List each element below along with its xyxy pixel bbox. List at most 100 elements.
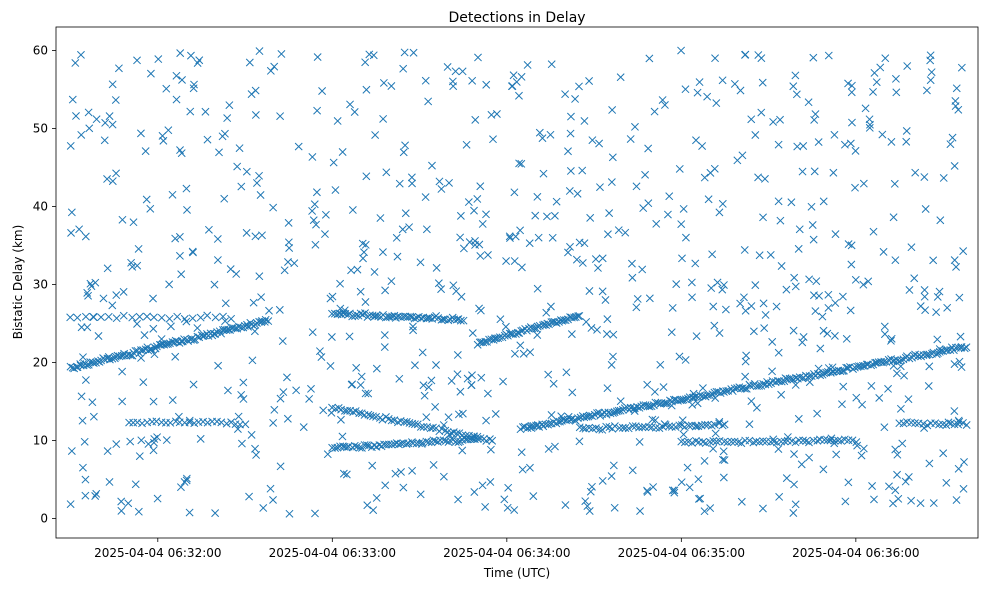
data-point-track-long-rising <box>523 424 532 433</box>
data-point-noise <box>166 322 175 331</box>
data-point-track-flat-f <box>911 419 919 428</box>
data-point-noise <box>832 450 841 459</box>
data-point-noise <box>128 262 137 271</box>
data-point-noise <box>811 307 820 316</box>
data-point-noise <box>700 173 709 182</box>
data-point-noise <box>483 250 492 259</box>
data-point-track-lower-flat-a <box>133 418 142 427</box>
data-point-noise <box>408 179 416 188</box>
data-point-noise <box>738 151 747 160</box>
data-point-noise <box>83 288 92 297</box>
data-point-noise <box>789 326 798 335</box>
data-point-noise <box>607 360 616 369</box>
data-point-track-long-rising <box>661 399 670 408</box>
data-point-noise <box>511 232 520 241</box>
data-point-noise <box>670 488 679 497</box>
data-point-noise <box>444 413 453 422</box>
data-point-noise <box>954 464 963 473</box>
x-tick-label: 2025-04-04 06:34:00 <box>443 546 570 560</box>
data-point-track-lower-flat-d <box>598 425 607 434</box>
data-point-noise <box>443 63 452 71</box>
data-point-noise <box>474 53 482 62</box>
data-point-noise <box>172 95 181 104</box>
data-point-track-lower-flat-d <box>684 421 693 430</box>
data-point-noise <box>782 474 791 483</box>
data-point-track-upper-flat-a <box>173 312 182 321</box>
data-point-noise <box>544 445 553 453</box>
data-point-noise <box>573 189 582 198</box>
data-point-noise <box>564 147 572 156</box>
data-point-noise <box>730 79 739 88</box>
data-point-noise <box>482 80 491 89</box>
data-point-noise <box>721 305 730 314</box>
data-point-noise <box>71 58 80 67</box>
data-point-noise <box>933 292 942 301</box>
data-point-noise <box>578 259 587 267</box>
data-point-noise <box>757 54 766 63</box>
data-point-noise <box>630 407 639 416</box>
data-point-noise <box>468 371 476 380</box>
data-point-noise <box>880 423 889 432</box>
data-point-noise <box>317 353 326 361</box>
data-point-track-rising-c <box>533 322 542 331</box>
data-point-track-lower-flat-d <box>628 422 637 431</box>
data-point-noise <box>798 167 807 176</box>
data-point-track-long-rising <box>681 395 690 404</box>
data-point-noise <box>399 64 408 73</box>
data-point-track-upper-b <box>454 315 463 324</box>
data-point-noise <box>564 248 572 257</box>
data-point-noise <box>776 216 785 225</box>
data-point-noise <box>805 453 814 462</box>
data-point-noise <box>736 299 745 308</box>
data-point-noise <box>237 182 246 191</box>
data-point-noise <box>445 430 454 439</box>
data-point-noise <box>84 291 93 300</box>
data-point-noise <box>598 254 607 263</box>
data-point-noise <box>706 168 715 177</box>
data-point-track-rising <box>164 339 172 348</box>
data-point-noise <box>747 115 756 124</box>
data-point-track-upper-flat-a <box>157 313 166 322</box>
data-point-noise <box>318 87 327 95</box>
data-point-noise <box>92 489 101 498</box>
data-point-noise <box>133 56 141 65</box>
data-point-noise <box>86 279 95 288</box>
data-point-noise <box>546 302 555 311</box>
data-point-noise <box>77 130 86 139</box>
data-point-track-flat-e <box>727 437 736 446</box>
data-point-noise <box>759 299 768 308</box>
data-point-noise <box>790 480 798 489</box>
data-point-track-long-rising <box>755 382 763 390</box>
data-point-noise <box>77 323 86 332</box>
data-point-noise <box>601 296 610 304</box>
data-point-noise <box>321 210 330 219</box>
data-point-noise <box>284 258 292 266</box>
data-point-noise <box>348 205 357 214</box>
data-point-noise <box>338 148 347 156</box>
data-point-noise <box>952 84 961 93</box>
data-point-noise <box>547 60 556 69</box>
data-point-noise <box>487 110 496 119</box>
data-point-track-rising <box>234 322 243 331</box>
data-point-noise <box>656 360 665 369</box>
data-point-noise <box>644 144 653 153</box>
data-point-noise <box>598 287 607 296</box>
data-point-noise <box>500 495 509 504</box>
data-point-noise <box>111 96 120 105</box>
data-point-noise <box>808 221 817 229</box>
data-point-noise <box>852 393 861 402</box>
x-tick-label: 2025-04-04 06:32:00 <box>94 546 221 560</box>
data-point-noise <box>742 351 751 360</box>
data-point-track-rising-c <box>574 312 583 321</box>
data-point-track-flat-e <box>720 437 729 446</box>
data-point-noise <box>927 68 936 77</box>
data-point-noise <box>456 211 465 220</box>
data-point-noise <box>392 233 401 242</box>
data-point-noise <box>307 384 315 393</box>
data-point-track-lower-rising-b <box>353 442 361 451</box>
data-point-noise <box>678 254 686 263</box>
data-point-noise <box>103 447 112 456</box>
data-point-track-upper-flat-a <box>73 313 82 322</box>
data-point-noise <box>251 232 260 241</box>
